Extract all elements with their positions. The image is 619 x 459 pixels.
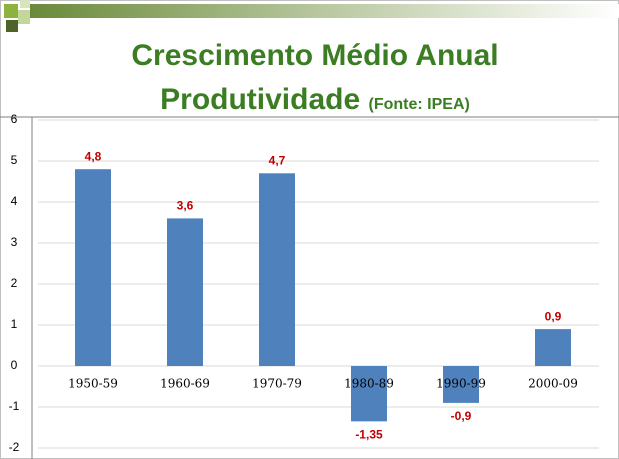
- top-bar: [30, 4, 619, 18]
- data-label: 3,6: [177, 199, 194, 213]
- x-tick-label: 2000-09: [528, 377, 578, 391]
- deco-square: [20, 0, 30, 8]
- deco-square: [6, 20, 18, 32]
- y-tick-label: 4: [11, 194, 18, 208]
- data-label: 4,7: [269, 153, 286, 167]
- deco-square: [18, 10, 30, 24]
- data-label: -0,9: [451, 409, 472, 423]
- y-tick-label: -2: [9, 440, 20, 454]
- y-tick-label: 0: [11, 358, 18, 372]
- y-tick-label: -1: [9, 399, 20, 413]
- x-tick-label: 1980-89: [344, 377, 394, 391]
- deco-square: [4, 4, 18, 18]
- x-tick-label: 1990-99: [436, 377, 486, 391]
- data-label: -1,35: [355, 428, 383, 442]
- source: (Fonte: IPEA): [368, 96, 470, 113]
- bar: [75, 169, 111, 366]
- x-tick-label: 1950-59: [68, 377, 118, 391]
- title-box: Crescimento Médio Anual Produtividade (F…: [100, 34, 530, 127]
- y-tick-label: 1: [11, 317, 18, 331]
- y-tick-label: 3: [11, 235, 18, 249]
- bar: [259, 173, 295, 366]
- chart-title: Crescimento Médio Anual Produtividade: [131, 39, 499, 116]
- y-tick-label: 6: [11, 112, 18, 126]
- bar: [351, 366, 387, 422]
- y-tick-label: 5: [11, 153, 18, 167]
- x-tick-label: 1970-79: [252, 377, 302, 391]
- x-tick-label: 1960-69: [160, 377, 210, 391]
- bar: [167, 218, 203, 366]
- y-tick-label: 2: [11, 276, 18, 290]
- bar: [535, 329, 571, 366]
- data-label: 4,8: [85, 149, 102, 163]
- data-label: 0,9: [545, 309, 562, 323]
- bar: [443, 366, 479, 403]
